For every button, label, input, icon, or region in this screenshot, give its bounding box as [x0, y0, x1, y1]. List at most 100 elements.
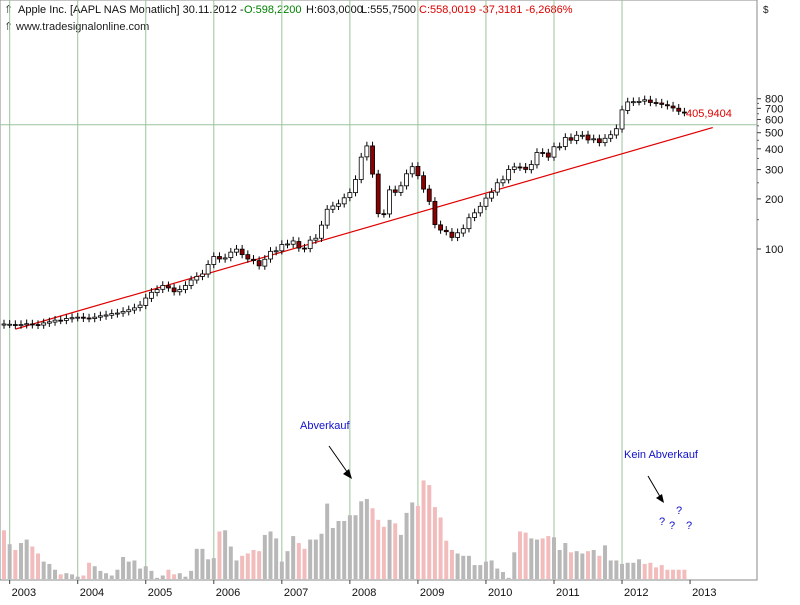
candle: [682, 107, 687, 117]
candle: [86, 313, 92, 323]
volume-bar: [47, 563, 52, 579]
volume-bar: [387, 519, 392, 579]
volume-bar: [546, 536, 551, 579]
candle-body: [115, 312, 120, 315]
candle-body: [58, 319, 64, 322]
candle-body: [608, 134, 614, 139]
volume-bar: [285, 551, 290, 579]
y-tick-label: 200: [765, 194, 783, 206]
candle: [415, 162, 421, 180]
candle: [126, 305, 132, 316]
candle-body: [483, 197, 489, 207]
volume-bar: [540, 538, 545, 579]
volume-bar: [200, 548, 205, 579]
volume-bar: [121, 556, 126, 579]
candle-body: [466, 217, 472, 230]
volume-bar: [75, 576, 80, 579]
candle-body: [602, 137, 608, 144]
volume-bar: [172, 574, 177, 579]
volume-bar: [574, 551, 579, 579]
candle-body: [574, 134, 580, 141]
candle: [472, 208, 478, 222]
candle: [432, 197, 438, 229]
candle-body: [29, 323, 35, 326]
candle-body: [387, 189, 392, 215]
candle-body: [472, 212, 478, 218]
candle-body: [35, 324, 41, 326]
candle-body: [228, 251, 234, 259]
candle-body: [86, 317, 92, 320]
candle-body: [296, 241, 302, 249]
candle-layer: [1, 95, 687, 330]
candle-body: [676, 107, 682, 112]
candle: [313, 234, 319, 244]
volume-bar: [19, 543, 24, 579]
candle: [381, 209, 387, 218]
candle-body: [511, 166, 517, 170]
candle-body: [682, 111, 687, 114]
x-tick-label: 2011: [556, 587, 580, 599]
candle-body: [7, 323, 13, 326]
candle: [171, 283, 177, 296]
volume-bar: [364, 498, 369, 579]
abverkauf-label: Abverkauf: [300, 420, 350, 432]
candle-body: [517, 166, 523, 169]
candle: [409, 162, 415, 178]
candle: [404, 169, 409, 190]
candle: [200, 269, 205, 281]
candle-body: [75, 316, 81, 319]
volume-bar: [183, 576, 188, 579]
candle-body: [256, 260, 262, 267]
y-tick-label: 100: [765, 244, 783, 256]
candle-body: [364, 145, 370, 158]
abverkauf-arrow: [328, 445, 352, 479]
volume-bar: [523, 532, 528, 579]
candle-body: [137, 304, 143, 309]
volume-bar: [500, 572, 505, 579]
candle: [143, 293, 149, 310]
candle-body: [188, 279, 194, 286]
volume-bar: [302, 548, 307, 579]
volume-bar: [30, 546, 35, 579]
candle: [534, 148, 540, 169]
candle-body: [183, 285, 188, 290]
candle: [239, 244, 245, 259]
volume-bar: [591, 550, 596, 579]
candle-body: [562, 137, 568, 147]
volume-bar: [393, 523, 398, 579]
candle-body: [154, 289, 160, 293]
candle-body: [149, 291, 154, 299]
volume-bar: [478, 565, 483, 579]
volume-bar: [432, 507, 437, 579]
question-mark-3: ?: [676, 505, 682, 517]
x-tick-label: 2006: [216, 587, 240, 599]
volume-bar: [483, 561, 488, 579]
volume-bar: [206, 559, 211, 579]
watermark: www.tradesignalonline.com: [15, 21, 149, 33]
volume-bar: [512, 552, 517, 579]
volume-bar: [682, 569, 687, 579]
candle-body: [370, 145, 375, 175]
volume-bar: [603, 545, 608, 579]
candle-body: [540, 152, 546, 154]
candle: [551, 142, 557, 161]
candle-body: [24, 323, 30, 326]
candle: [460, 224, 466, 237]
candle-body: [670, 105, 676, 109]
candle-body: [528, 164, 534, 171]
candle: [653, 98, 659, 107]
candle-body: [160, 285, 166, 290]
candle: [619, 105, 625, 133]
candle-body: [285, 243, 290, 246]
candle-body: [449, 231, 455, 238]
candle-body: [596, 138, 602, 144]
volume-bar: [115, 569, 120, 579]
candle: [46, 317, 52, 327]
candle-body: [166, 285, 171, 289]
candle-body: [347, 192, 353, 198]
candle-body: [268, 250, 273, 260]
candle-body: [568, 137, 574, 141]
candle-body: [109, 313, 115, 316]
candle: [466, 213, 472, 233]
candle: [636, 97, 642, 106]
